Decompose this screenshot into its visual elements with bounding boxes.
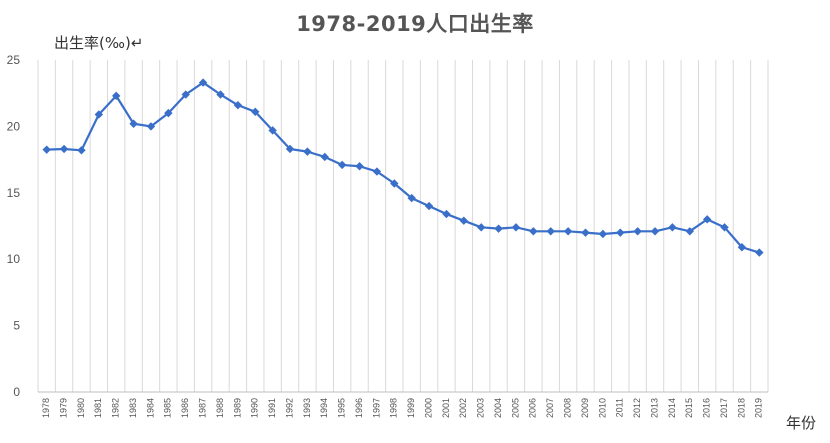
x-tick-label: 2003 (476, 398, 486, 418)
data-point (198, 78, 208, 87)
data-point (216, 90, 225, 99)
x-tick-label: 1987 (197, 398, 207, 418)
data-point (94, 110, 104, 119)
x-tick-label: 1983 (128, 398, 138, 418)
x-tick-label: 1997 (371, 398, 381, 418)
x-tick-label: 1981 (93, 398, 103, 418)
y-tick-label: 10 (7, 252, 21, 266)
data-point (407, 193, 416, 203)
data-point (129, 119, 138, 128)
x-tick-label: 1991 (267, 398, 277, 418)
x-tick-label: 1993 (302, 398, 312, 418)
data-point (563, 227, 573, 236)
data-point (442, 209, 451, 219)
data-point (372, 167, 382, 176)
data-point (251, 107, 260, 116)
x-tick-label: 2015 (684, 398, 694, 418)
x-tick-label: 1979 (58, 398, 68, 418)
x-tick-label: 1995 (337, 398, 347, 418)
data-point (720, 223, 729, 232)
data-point (355, 162, 364, 171)
y-tick-label: 15 (7, 186, 21, 200)
x-tick-label: 2002 (458, 398, 468, 418)
x-tick-label: 1999 (406, 398, 416, 418)
x-tick-label: 2017 (719, 398, 729, 418)
data-point (424, 201, 434, 211)
x-tick-label: 1994 (319, 398, 329, 418)
data-point (737, 243, 747, 252)
x-tick-label: 2006 (528, 398, 538, 418)
data-point (77, 146, 86, 155)
x-tick-label: 2001 (441, 398, 451, 418)
data-point (685, 227, 694, 236)
x-tick-label: 1990 (250, 398, 260, 418)
x-tick-label: 2011 (615, 398, 625, 417)
x-axis-label: 年份 (786, 414, 817, 432)
data-point (320, 152, 329, 162)
data-point (181, 90, 190, 99)
y-tick-label: 25 (7, 53, 21, 67)
data-point (546, 227, 555, 236)
data-point (477, 223, 486, 232)
data-point (668, 223, 677, 232)
data-point (650, 227, 660, 236)
x-tick-label: 2007 (545, 398, 555, 418)
data-point (146, 122, 156, 131)
x-tick-label: 2012 (632, 398, 642, 418)
x-tick-label: 2008 (562, 398, 572, 418)
data-point (233, 100, 243, 110)
data-point (390, 179, 399, 188)
y-tick-label: 0 (13, 385, 20, 399)
x-tick-label: 2013 (649, 398, 659, 418)
data-point (268, 126, 277, 135)
x-tick-label: 1996 (354, 398, 364, 418)
x-tick-label: 2005 (510, 398, 520, 418)
x-tick-label: 1980 (76, 398, 86, 418)
x-tick-label: 2019 (754, 398, 764, 418)
x-tick-label: 2018 (736, 398, 746, 418)
x-tick-label: 2000 (423, 398, 433, 418)
data-point (303, 147, 312, 156)
data-point (633, 227, 642, 236)
data-point (702, 215, 712, 224)
data-point (616, 228, 625, 237)
x-tick-label: 2014 (667, 398, 677, 418)
x-tick-label: 1989 (232, 398, 242, 418)
x-tick-label: 1982 (111, 398, 121, 418)
x-tick-label: 1998 (389, 398, 399, 418)
x-tick-label: 1992 (284, 398, 294, 418)
data-point (164, 108, 173, 118)
data-point (755, 248, 764, 257)
data-point (494, 224, 503, 233)
x-tick-label: 1978 (41, 398, 51, 418)
data-point (42, 145, 51, 154)
data-point (337, 160, 347, 170)
data-point (598, 229, 608, 239)
x-tick-label: 2010 (597, 398, 607, 418)
x-tick-label: 2009 (580, 398, 590, 418)
x-tick-label: 2016 (702, 398, 712, 418)
x-tick-label: 1988 (215, 398, 225, 418)
data-point (459, 216, 469, 225)
data-point (511, 223, 521, 232)
data-point (285, 144, 295, 154)
y-tick-label: 5 (13, 319, 20, 333)
x-tick-label: 2004 (493, 398, 503, 418)
data-point (59, 144, 69, 154)
y-axis-label: 出生率(‰)↵ (54, 34, 144, 52)
data-point (529, 227, 538, 236)
chart-title: 1978-2019人口出生率 (296, 12, 534, 36)
y-tick-label: 20 (7, 119, 21, 133)
x-tick-label: 1986 (180, 398, 190, 418)
x-tick-label: 1985 (163, 398, 173, 418)
data-point (112, 91, 121, 101)
x-tick-label: 1984 (145, 398, 155, 418)
data-point (581, 228, 590, 237)
